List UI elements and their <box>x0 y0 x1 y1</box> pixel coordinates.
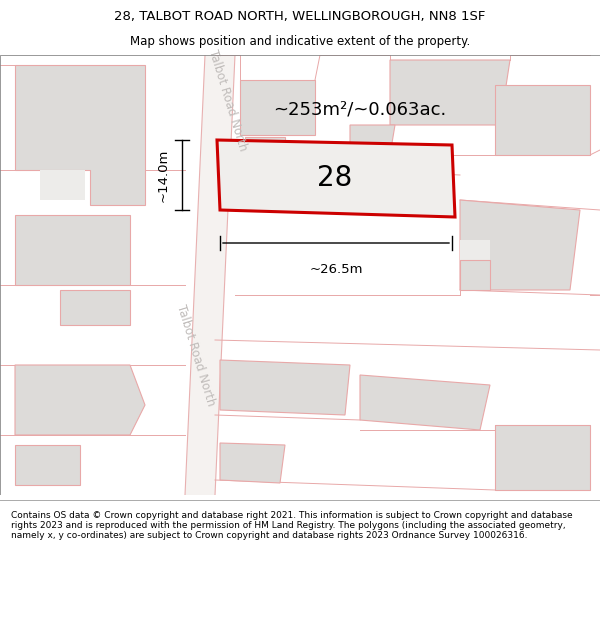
Polygon shape <box>390 60 510 125</box>
Text: ~253m²/~0.063ac.: ~253m²/~0.063ac. <box>274 101 446 119</box>
Text: Contains OS data © Crown copyright and database right 2021. This information is : Contains OS data © Crown copyright and d… <box>11 511 572 541</box>
Polygon shape <box>460 240 490 260</box>
Polygon shape <box>60 290 130 325</box>
Polygon shape <box>15 215 130 285</box>
Polygon shape <box>15 65 145 205</box>
Polygon shape <box>495 425 590 490</box>
Polygon shape <box>460 260 490 290</box>
Text: 28, TALBOT ROAD NORTH, WELLINGBOROUGH, NN8 1SF: 28, TALBOT ROAD NORTH, WELLINGBOROUGH, N… <box>115 10 485 23</box>
Polygon shape <box>245 137 285 165</box>
Polygon shape <box>360 375 490 430</box>
Polygon shape <box>350 125 395 155</box>
Polygon shape <box>460 200 580 290</box>
Polygon shape <box>220 443 285 483</box>
Text: ~14.0m: ~14.0m <box>157 148 170 202</box>
Text: Talbot Road North: Talbot Road North <box>175 302 218 408</box>
Polygon shape <box>185 55 235 495</box>
Polygon shape <box>240 80 315 135</box>
Polygon shape <box>15 445 80 485</box>
Text: Talbot Road North: Talbot Road North <box>206 48 250 152</box>
Polygon shape <box>40 170 85 200</box>
Text: ~26.5m: ~26.5m <box>309 263 363 276</box>
Text: 28: 28 <box>317 164 353 192</box>
Polygon shape <box>495 85 590 155</box>
Polygon shape <box>220 360 350 415</box>
Text: Map shows position and indicative extent of the property.: Map shows position and indicative extent… <box>130 35 470 48</box>
Polygon shape <box>217 140 455 217</box>
Polygon shape <box>15 365 145 435</box>
